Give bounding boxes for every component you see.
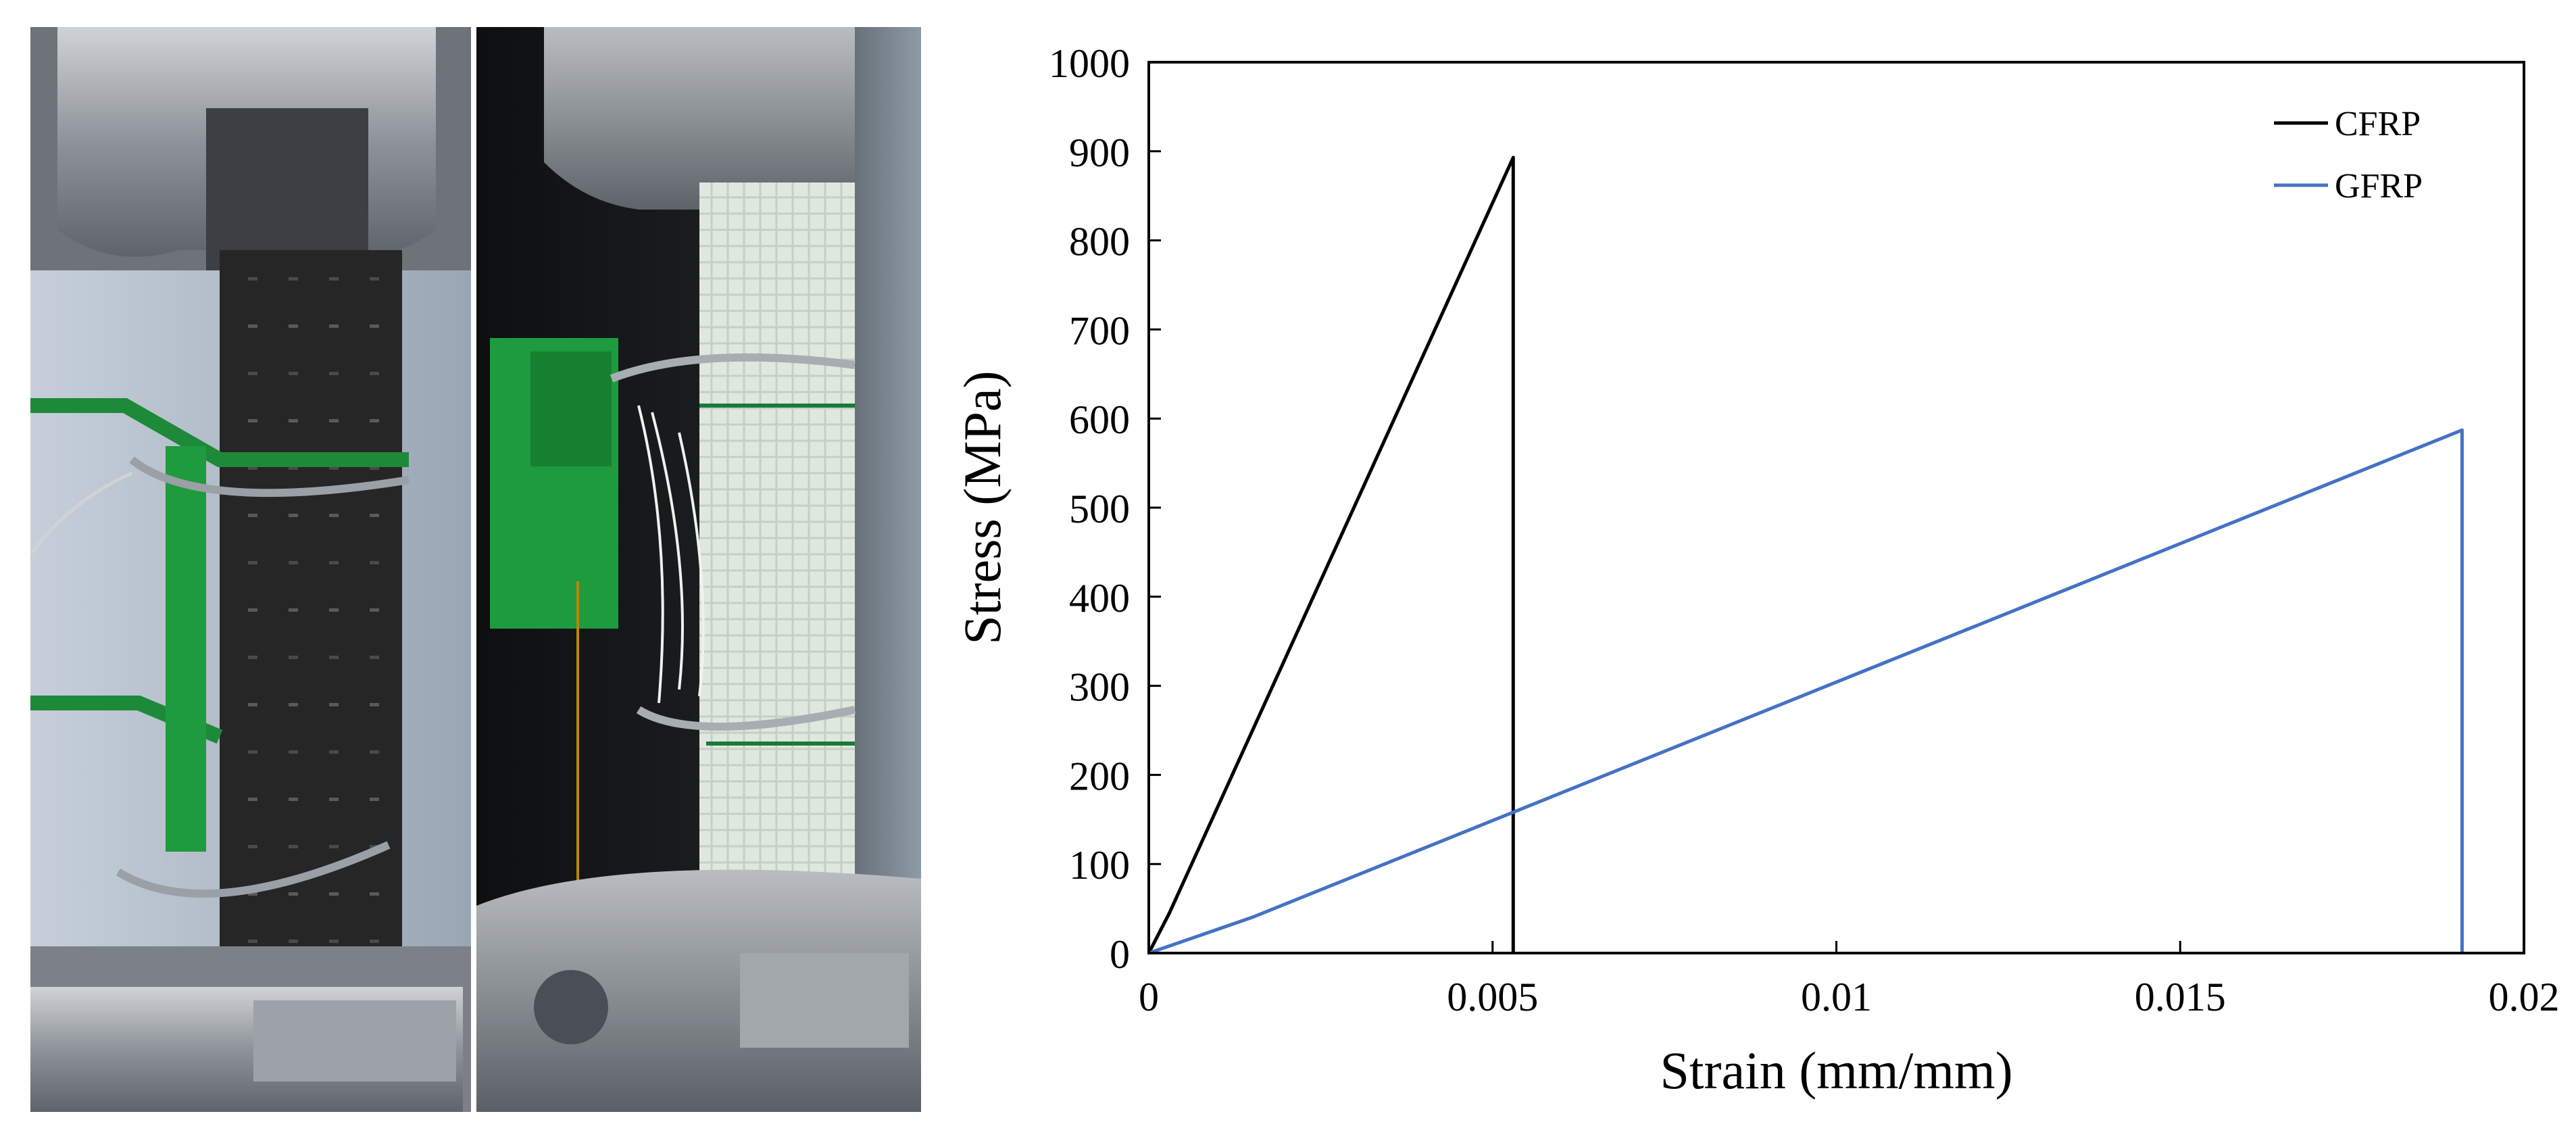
y-tick-label: 900 (1069, 130, 1130, 175)
y-tick-label: 700 (1069, 308, 1130, 353)
y-tick-label: 500 (1069, 487, 1130, 531)
y-axis-ticks: 0 100 200 300 400 500 600 700 800 900 1000 (1049, 41, 1161, 977)
y-tick-label: 300 (1069, 665, 1130, 710)
y-tick-label: 600 (1069, 397, 1130, 442)
y-tick-label: 1000 (1049, 41, 1130, 86)
x-tick-label: 0.005 (1447, 975, 1538, 1019)
legend-label-cfrp: CFRP (2335, 105, 2421, 143)
y-axis-label: Stress (MPa) (953, 370, 1012, 644)
series-layer (1147, 155, 2464, 955)
x-axis-label: Strain (mm/mm) (1660, 1041, 2012, 1100)
y-tick-label: 800 (1069, 220, 1130, 264)
x-tick-label: 0.02 (2489, 975, 2560, 1019)
gfrp-specimen-illustration (476, 27, 921, 1112)
y-tick-label: 200 (1069, 754, 1130, 798)
gfrp-specimen-photo (476, 27, 921, 1112)
x-tick-label: 0 (1139, 975, 1159, 1019)
y-tick-label: 100 (1069, 843, 1130, 888)
plot-area-frame (1147, 61, 2525, 954)
x-tick-label: 0.01 (1801, 975, 1872, 1019)
x-axis-ticks: 0 0.005 0.01 0.015 0.02 (1139, 941, 2560, 1019)
legend-label-gfrp: GFRP (2335, 167, 2423, 205)
series-line-gfrp (1148, 428, 2464, 955)
chart-legend: CFRP GFRP (2274, 105, 2423, 205)
y-tick-label: 400 (1069, 576, 1130, 621)
series-line-cfrp (1147, 155, 1515, 954)
cfrp-specimen-illustration (30, 27, 471, 1112)
cfrp-specimen-photo (30, 27, 471, 1112)
y-tick-label: 0 (1110, 932, 1130, 977)
x-tick-label: 0.015 (2135, 975, 2226, 1019)
